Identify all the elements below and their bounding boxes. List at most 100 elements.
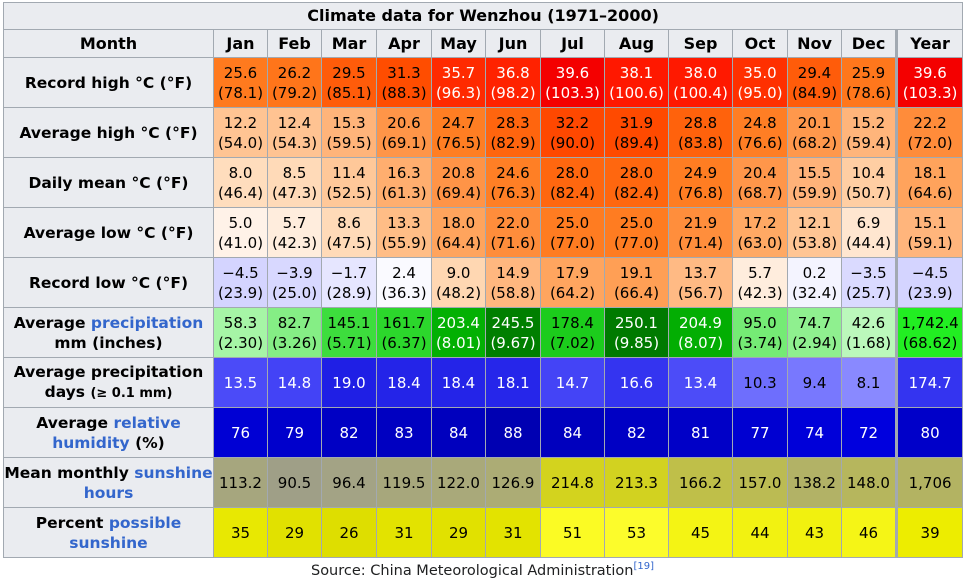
- data-cell: 42.6 (1.68): [841, 307, 897, 358]
- possible-sunshine-link[interactable]: possible sunshine: [69, 513, 182, 552]
- data-cell: 77: [732, 407, 788, 458]
- value-fahrenheit: (100.6): [609, 83, 664, 102]
- label-text: Average precipitation: [13, 362, 204, 381]
- label-unit: (%): [129, 433, 165, 452]
- label-text: Percent: [35, 513, 109, 532]
- value-fahrenheit: (2.30): [217, 333, 264, 352]
- value-celsius: 13.7: [683, 263, 718, 282]
- value-fahrenheit: (68.62): [902, 333, 958, 352]
- sunshine-hours-row: Mean monthly sunshine hours 113.2 90.5 96.…: [3, 457, 964, 508]
- data-cell: 19.0: [321, 357, 377, 408]
- data-cell: 18.0 (64.4): [431, 207, 486, 258]
- data-cell: 36.8 (98.2): [485, 57, 541, 108]
- value-celsius: 24.7: [441, 113, 476, 132]
- data-cell: 203.4 (8.01): [431, 307, 486, 358]
- data-cell: 0.2 (32.4): [787, 257, 842, 308]
- value-fahrenheit: (42.3): [737, 283, 783, 302]
- data-cell: 24.9 (76.8): [668, 157, 733, 208]
- data-cell: 17.9 (64.2): [540, 257, 605, 308]
- value-fahrenheit: (76.5): [435, 133, 482, 152]
- value-fahrenheit: (103.3): [902, 83, 958, 102]
- month-header-mar: Mar: [321, 29, 377, 58]
- value-fahrenheit: (52.5): [326, 183, 372, 202]
- value-celsius: −1.7: [330, 263, 368, 282]
- reference-link[interactable]: [19]: [633, 561, 654, 572]
- value-fahrenheit: (54.3): [271, 133, 318, 152]
- data-cell: 82.7 (3.26): [267, 307, 322, 358]
- value-fahrenheit: (72.0): [907, 133, 953, 152]
- data-cell: 250.1 (9.85): [604, 307, 669, 358]
- value-celsius: 39.6: [913, 63, 947, 82]
- data-cell: 8.6 (47.5): [321, 207, 377, 258]
- value-celsius: 26.2: [277, 63, 312, 82]
- data-cell: 26.2 (79.2): [267, 57, 322, 108]
- data-cell: 18.1: [485, 357, 541, 408]
- relative-humidity-link[interactable]: relative humidity: [52, 413, 181, 452]
- value-celsius: 35.7: [441, 63, 476, 82]
- precipitation-link[interactable]: precipitation: [90, 313, 204, 332]
- data-cell: 15.1 (59.1): [894, 207, 964, 258]
- value-celsius: 58.3: [223, 313, 258, 332]
- label-text: days: [44, 382, 86, 401]
- data-cell: 113.2: [213, 457, 268, 508]
- data-cell: 29: [431, 507, 486, 558]
- data-cell: 29: [267, 507, 322, 558]
- data-cell: 80: [894, 407, 964, 458]
- data-cell: 25.6 (78.1): [213, 57, 268, 108]
- data-cell: 31: [485, 507, 541, 558]
- row-label-humidity: Average relative humidity (%): [3, 407, 214, 458]
- row-label-average-high: Average high °C (°F): [3, 107, 214, 158]
- data-cell: 1,706: [894, 457, 964, 508]
- label-unit: mm (inches): [54, 333, 163, 352]
- data-cell: 58.3 (2.30): [213, 307, 268, 358]
- month-header: Month: [3, 29, 214, 58]
- data-cell: 51: [540, 507, 605, 558]
- data-cell: 81: [668, 407, 733, 458]
- data-cell: 26: [321, 507, 377, 558]
- sunshine-hours-link[interactable]: sunshine hours: [83, 463, 213, 502]
- value-celsius: 16.3: [387, 163, 421, 182]
- value-fahrenheit: (68.7): [737, 183, 783, 202]
- climate-table: Climate data for Wenzhou (1971–2000) Mon…: [2, 2, 964, 558]
- data-cell: 15.5 (59.9): [787, 157, 842, 208]
- data-cell: 28.3 (82.9): [485, 107, 541, 158]
- value-fahrenheit: (55.9): [381, 233, 427, 252]
- data-cell: 35.0 (95.0): [732, 57, 788, 108]
- data-cell: 174.7: [894, 357, 964, 408]
- value-fahrenheit: (56.7): [677, 283, 724, 302]
- value-celsius: 13.3: [387, 213, 421, 232]
- data-cell: 22.0 (71.6): [485, 207, 541, 258]
- data-cell: 25.9 (78.6): [841, 57, 897, 108]
- data-cell: 138.2: [787, 457, 842, 508]
- value-fahrenheit: (98.2): [490, 83, 536, 102]
- data-cell: 84: [540, 407, 605, 458]
- precipitation-row: Average precipitation mm (inches) 58.3 (2…: [3, 307, 964, 358]
- value-celsius: 25.6: [223, 63, 258, 82]
- value-celsius: −4.5: [222, 263, 259, 282]
- value-fahrenheit: (8.07): [677, 333, 724, 352]
- value-fahrenheit: (76.3): [490, 183, 536, 202]
- value-celsius: 161.7: [382, 313, 426, 332]
- data-cell: −4.5 (23.9): [213, 257, 268, 308]
- value-fahrenheit: (46.4): [217, 183, 264, 202]
- data-cell: 46: [841, 507, 897, 558]
- data-cell: 13.7 (56.7): [668, 257, 733, 308]
- value-celsius: 204.9: [679, 313, 722, 332]
- value-fahrenheit: (25.0): [271, 283, 318, 302]
- value-celsius: 95.0: [743, 313, 777, 332]
- data-cell: 20.8 (69.4): [431, 157, 486, 208]
- data-cell: 35: [213, 507, 268, 558]
- value-celsius: 20.1: [797, 113, 832, 132]
- value-celsius: 29.4: [797, 63, 832, 82]
- value-fahrenheit: (63.0): [737, 233, 783, 252]
- row-label-average-low: Average low °C (°F): [3, 207, 214, 258]
- value-fahrenheit: (47.3): [271, 183, 318, 202]
- data-cell: 74.7 (2.94): [787, 307, 842, 358]
- data-cell: 13.4: [668, 357, 733, 408]
- data-cell: 82: [321, 407, 377, 458]
- value-celsius: 250.1: [615, 313, 658, 332]
- value-fahrenheit: (79.2): [271, 83, 318, 102]
- data-cell: 5.0 (41.0): [213, 207, 268, 258]
- value-celsius: 15.2: [851, 113, 886, 132]
